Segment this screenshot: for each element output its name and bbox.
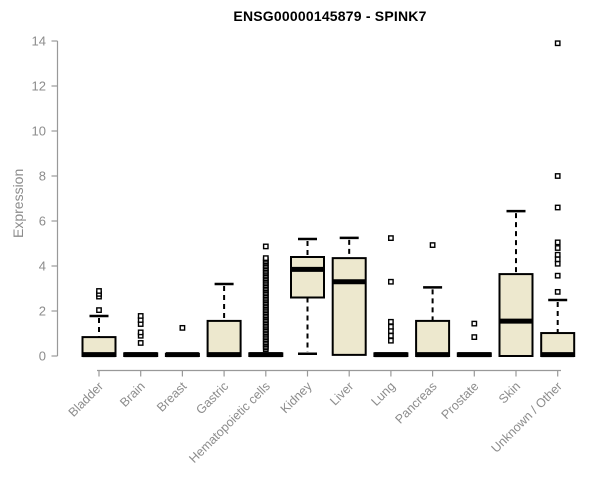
svg-text:4: 4 [39,259,46,274]
outliers-hematopoietic-cells [262,243,269,353]
x-tick-label-unknown-other: Unknown / Other [489,379,565,455]
chart-title: ENSG00000145879 - SPINK7 [233,8,427,24]
box-bladder [81,288,117,358]
box-liver [331,236,367,356]
box-prostate [456,320,492,358]
y-axis [51,40,59,357]
x-tick-label-skin: Skin [496,379,523,406]
box-kidney [290,237,325,355]
y-tick-labels: 0 2 4 6 8 10 12 14 [32,34,46,364]
box-pancreas [415,242,451,358]
outliers-pancreas [429,242,436,248]
svg-text:2: 2 [39,304,46,319]
box-breast [164,324,200,358]
x-tick-label-prostate: Prostate [439,379,482,422]
box-brain [123,313,159,358]
x-tick-label-kidney: Kidney [278,379,315,416]
svg-text:10: 10 [32,124,46,139]
outliers-prostate [471,320,478,340]
outliers-breast [179,324,186,331]
svg-text:0: 0 [39,349,46,364]
x-axis [97,369,561,377]
x-tick-label-brain: Brain [117,379,148,410]
outliers-bladder [96,288,102,313]
svg-text:8: 8 [39,169,46,184]
svg-text:14: 14 [32,34,46,49]
x-tick-label-pancreas: Pancreas [392,379,439,426]
x-tick-label-breast: Breast [154,379,190,415]
x-tick-label-bladder: Bladder [66,379,106,419]
box-lung [373,235,409,358]
x-tick-label-gastric: Gastric [193,379,231,417]
x-tick-label-hematopoietic-cells: Hematopoietic cells [186,379,273,466]
svg-text:6: 6 [39,214,46,229]
svg-text:12: 12 [32,79,46,94]
box-unknown-other [540,40,576,358]
box-gastric [206,282,242,358]
box-skin [498,209,534,358]
outliers-unknown-other [554,40,561,295]
x-tick-label-liver: Liver [327,379,356,408]
outliers-lung [388,235,394,344]
x-tick-label-lung: Lung [368,379,398,409]
box-hematopoietic-cells [248,243,284,358]
outliers-brain [137,313,144,346]
